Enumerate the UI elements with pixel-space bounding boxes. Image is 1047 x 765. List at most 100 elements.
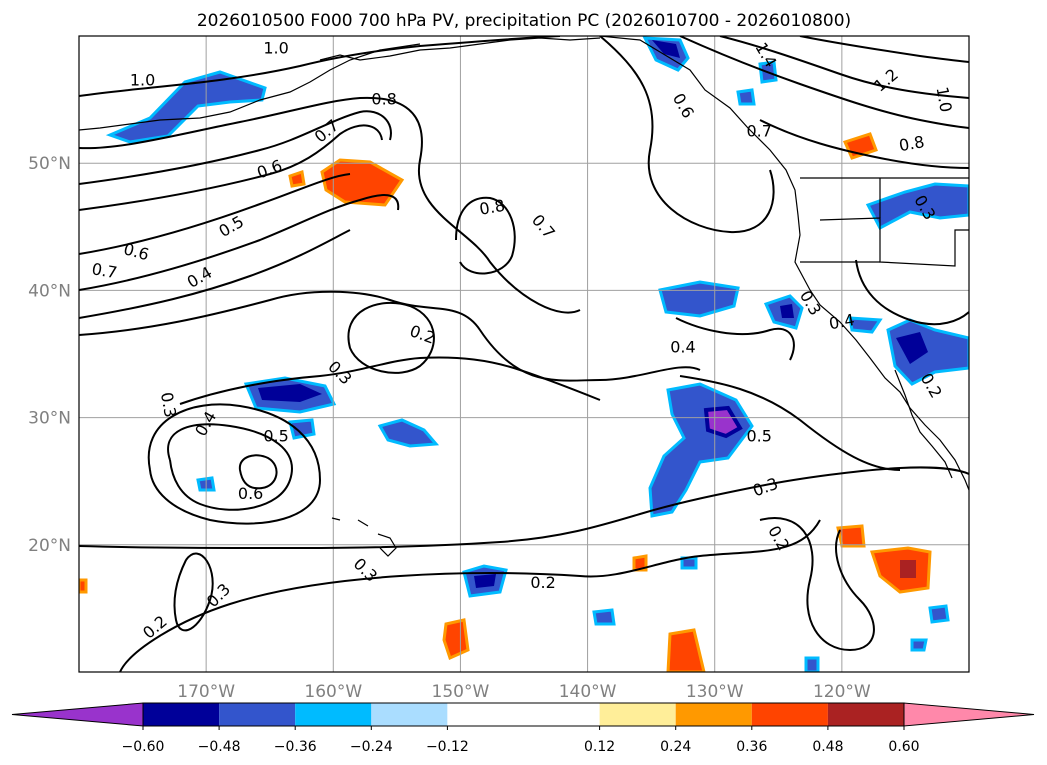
precip-blob xyxy=(836,524,866,548)
contour-label: 1.0 xyxy=(932,85,955,113)
pv-contour xyxy=(238,454,278,490)
contour-label: 0.8 xyxy=(371,90,396,109)
precip-blob xyxy=(474,574,496,588)
colorbar-tick-label: −0.36 xyxy=(274,739,317,755)
precip-blob xyxy=(632,554,648,572)
colorbar-segment xyxy=(827,703,904,726)
contour-label: 0.6 xyxy=(238,484,263,503)
precip-blob xyxy=(896,332,928,364)
coastline-baja xyxy=(894,369,953,479)
colorbar-tick-label: 0.24 xyxy=(660,739,691,755)
contour-label: 0.8 xyxy=(478,196,506,219)
coastline-aleutians xyxy=(79,43,421,131)
contour-label: 0.4 xyxy=(670,338,695,357)
map-panel: 1.01.00.80.70.60.50.60.7 0.40.80.70.60.70… xyxy=(28,35,970,702)
colorbar-segment xyxy=(143,703,220,726)
coastline-north-america xyxy=(599,36,969,491)
coastlines xyxy=(79,36,969,557)
pv-contour xyxy=(79,229,351,319)
colorbar-tick-label: −0.12 xyxy=(426,739,469,755)
colorbar-extend-min xyxy=(11,702,144,727)
pv-contour xyxy=(719,36,969,99)
pv-contour xyxy=(173,552,214,632)
pv-contour xyxy=(759,119,969,169)
lon-tick-label: 120°W xyxy=(813,682,871,702)
precip-blob xyxy=(804,656,820,672)
contour-label: 0.2 xyxy=(530,573,555,592)
precip-blob xyxy=(680,556,698,570)
border-state xyxy=(800,178,881,263)
pv-contour xyxy=(179,356,601,405)
pv-contour xyxy=(759,517,875,652)
contour-label: 0.4 xyxy=(828,310,856,333)
pv-contour xyxy=(167,423,293,511)
longitude-axis: 170°W 160°W 150°W 140°W 130°W 120°W xyxy=(177,682,871,702)
colorbar-segment xyxy=(751,703,828,726)
map-background xyxy=(79,36,969,672)
pv-contours xyxy=(79,36,969,672)
contour-label: 0.3 xyxy=(157,391,180,419)
pv-contour xyxy=(675,317,795,361)
precip-blob xyxy=(592,608,616,626)
precip-blob xyxy=(910,638,928,652)
precip-blob xyxy=(258,384,322,402)
pv-contour xyxy=(599,36,775,234)
pv-contour xyxy=(79,110,392,185)
coastline-alaska-south xyxy=(319,37,601,61)
precip-blob xyxy=(288,418,316,440)
colorbar-tick-label: 0.12 xyxy=(584,739,615,755)
precip-blob xyxy=(288,170,306,188)
colorbar-tick-label: −0.24 xyxy=(350,739,393,755)
pv-contour xyxy=(79,36,561,97)
precip-blob xyxy=(377,418,440,448)
pv-contour xyxy=(455,196,516,275)
pv-contour xyxy=(347,301,435,374)
colorbar-tick-label: −0.48 xyxy=(198,739,241,755)
colorbar-segment xyxy=(371,703,448,726)
graticule xyxy=(79,36,969,672)
contour-label: 0.5 xyxy=(746,427,771,446)
pv-contour xyxy=(79,466,969,550)
precip-blob xyxy=(320,158,405,207)
pv-contour xyxy=(79,96,581,314)
pv-contour xyxy=(147,403,322,525)
colorbar-tick-label: 0.48 xyxy=(812,739,843,755)
lon-tick-label: 170°W xyxy=(177,682,235,702)
colorbar-extend-max xyxy=(903,702,1035,727)
contour-label: 0.5 xyxy=(263,427,288,446)
coastline-hawaii xyxy=(331,517,397,557)
colorbar-segment xyxy=(295,703,372,726)
latitude-axis: 50°N 40°N 30°N 20°N xyxy=(28,154,71,556)
lat-tick-label: 30°N xyxy=(28,409,71,429)
pv-contour xyxy=(679,375,901,471)
pv-contour xyxy=(855,259,969,326)
contour-label: 0.8 xyxy=(898,132,926,155)
border-state xyxy=(819,217,969,267)
lon-tick-label: 160°W xyxy=(304,682,362,702)
lon-tick-label: 130°W xyxy=(686,682,744,702)
pv-contour xyxy=(79,173,351,255)
precip-blob xyxy=(848,316,883,334)
colorbar-tick-label: 0.36 xyxy=(736,739,767,755)
colorbar-tick-label: 0.60 xyxy=(888,739,919,755)
contour-label: 0.7 xyxy=(746,121,771,140)
colorbar-frame xyxy=(142,702,905,727)
chart-title: 2026010500 F000 700 hPa PV, precipitatio… xyxy=(197,11,851,31)
colorbar-segment xyxy=(599,703,676,726)
precip-blob xyxy=(442,618,470,661)
colorbar: −0.60 −0.48 −0.36 −0.24 −0.12 0.12 0.24 0.36 0.4… xyxy=(11,702,1035,755)
precip-blob xyxy=(666,628,706,672)
precip-blob xyxy=(652,40,680,58)
precip-blob xyxy=(928,604,950,624)
pv-contour xyxy=(679,36,969,129)
pv-contour xyxy=(79,124,383,211)
contour-label: 0.7 xyxy=(90,259,118,282)
lat-tick-label: 40°N xyxy=(28,281,71,301)
pv-contour xyxy=(79,194,400,291)
lat-tick-label: 50°N xyxy=(28,154,71,174)
contour-label: 1.0 xyxy=(263,39,288,58)
precip-blob xyxy=(780,304,794,318)
contour-label: 1.0 xyxy=(130,71,155,90)
precip-blob xyxy=(900,560,916,578)
